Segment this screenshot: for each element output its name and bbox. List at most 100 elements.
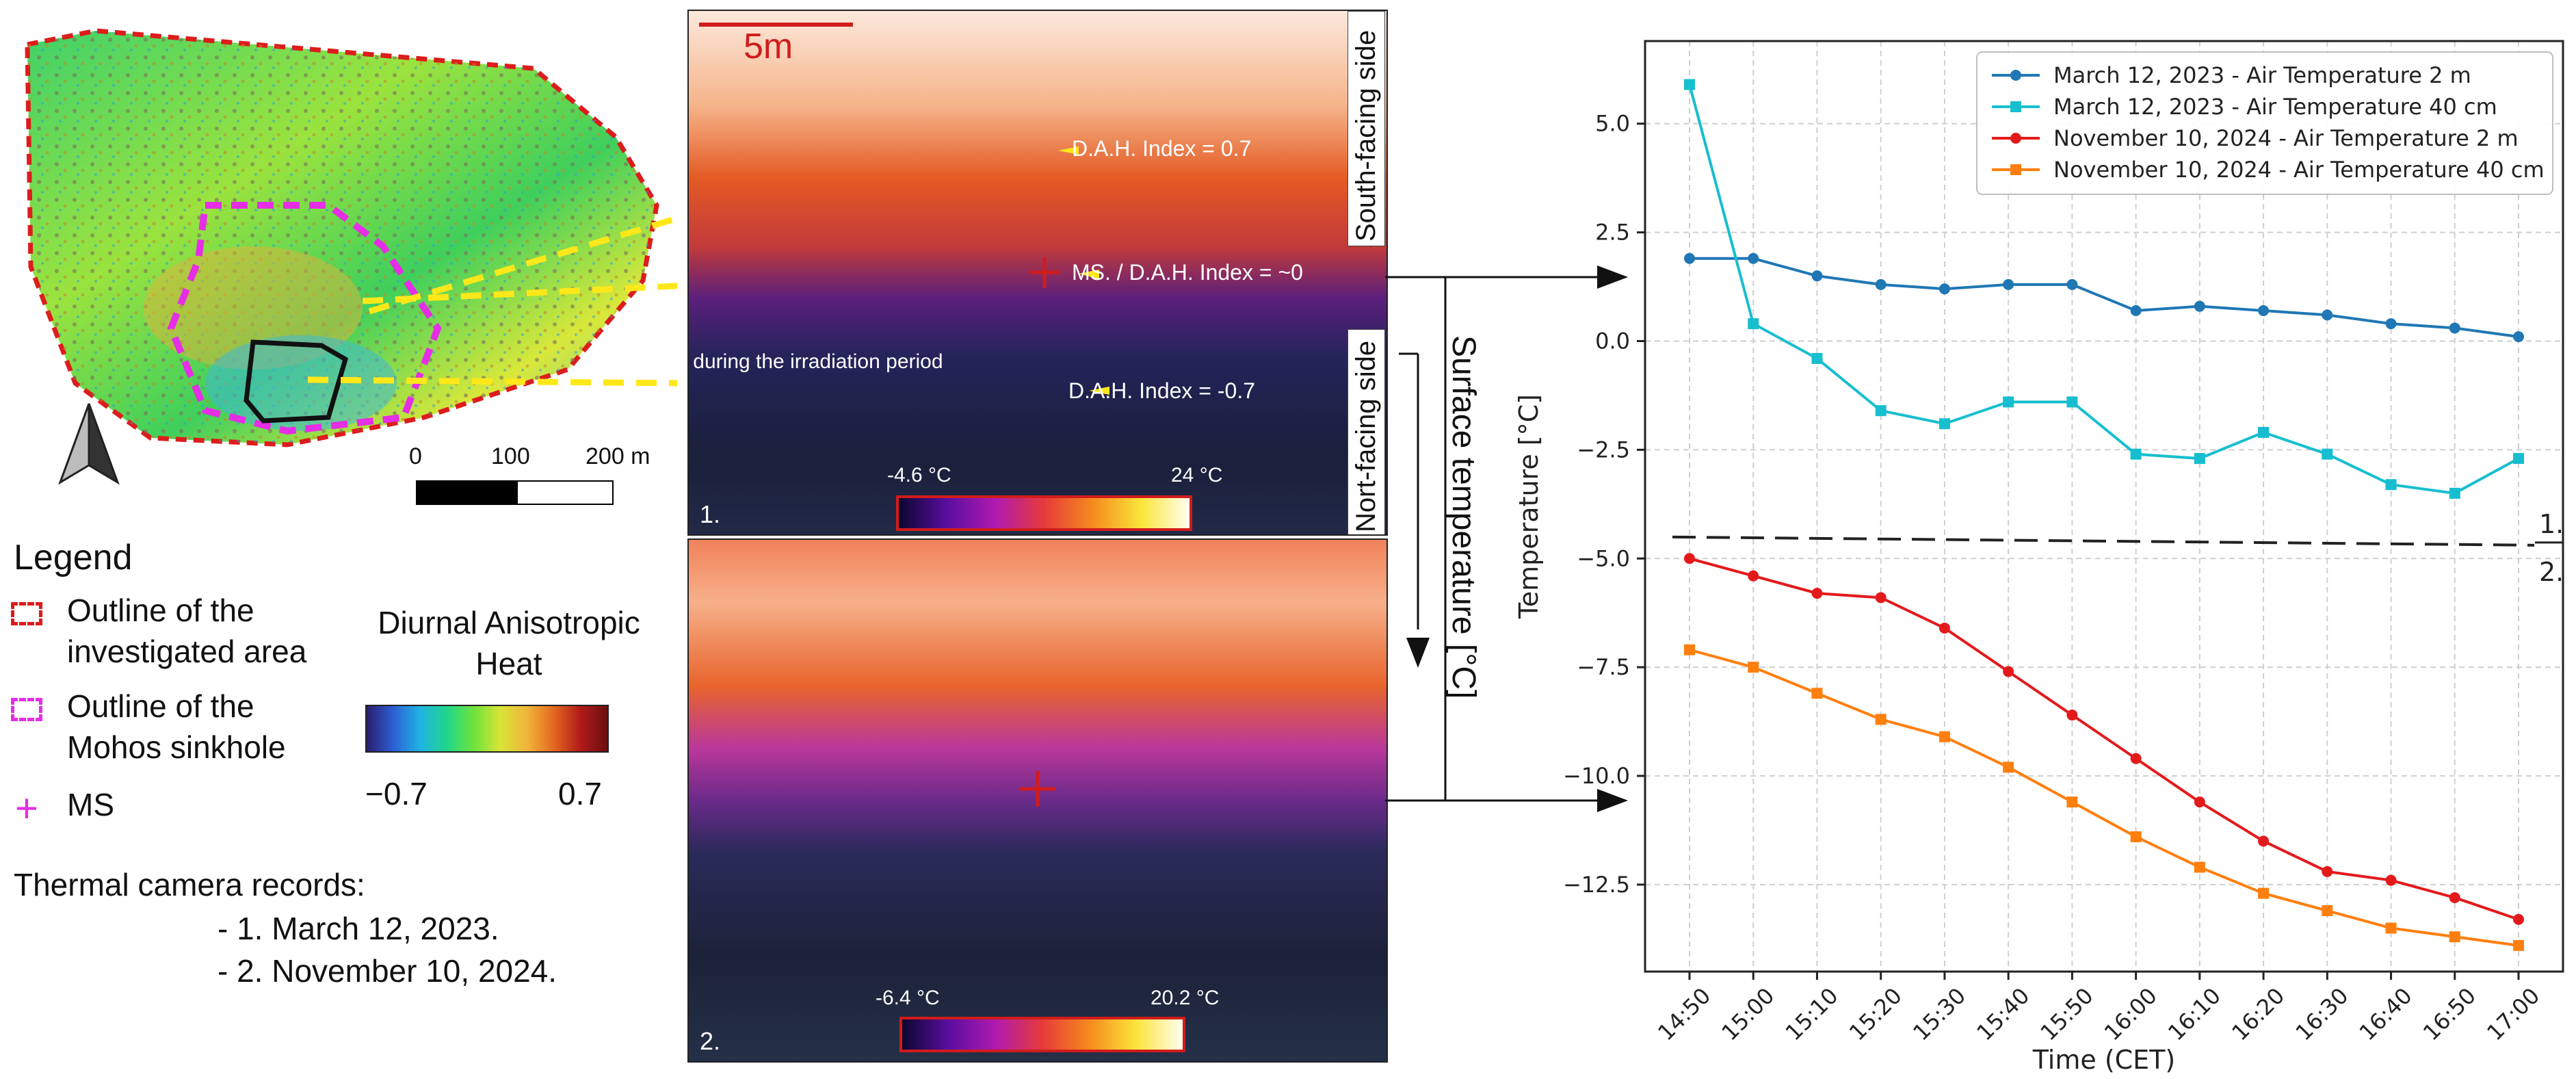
data-point: [1811, 352, 1823, 364]
chart-legend: March 12, 2023 - Air Temperature 2 m Marc…: [1976, 51, 2553, 195]
thermal-image-2: -6.4 °C 20.2 °C 2.: [687, 538, 1388, 1063]
colorbar-title-line1: Diurnal Anisotropic: [378, 605, 640, 640]
series-line-0: [1690, 257, 2519, 339]
legend-frame: [1976, 51, 2553, 195]
surface-temperature-label: Surface temperature [°C]: [1445, 335, 1482, 699]
data-point: [1684, 644, 1695, 655]
x-tick-label: 16:20: [2226, 983, 2289, 1045]
y-axis-label: Temperature [°C]: [1514, 394, 1544, 619]
data-point: [2194, 861, 2205, 873]
compass-arrow-icon: [58, 403, 120, 485]
legend-title: Legend: [14, 538, 133, 577]
data-point: [2066, 796, 2078, 808]
x-tick-label: 16:30: [2290, 983, 2353, 1045]
legend-marker-1: [2010, 101, 2021, 112]
data-point: [1938, 731, 1950, 742]
annotation-dah-low: D.A.H. Index = -0.7: [1068, 378, 1256, 403]
y-tick-label: −10.0: [1563, 763, 1630, 789]
series-line-2: [1689, 557, 2519, 921]
north-facing-label: Nort-facing side: [1348, 329, 1385, 534]
colorbar-title-line2: Heat: [475, 646, 542, 681]
data-point: [1684, 79, 1695, 90]
connector-arrows: [1385, 265, 1628, 812]
data-point: [2385, 479, 2397, 491]
panel2-cb-max: 20.2 °C: [1151, 987, 1220, 1009]
legend-item-investigated-line1: Outline of the: [67, 593, 254, 628]
data-point: [2066, 710, 2078, 721]
data-point: [1684, 553, 1695, 564]
dah-colorbar: [365, 705, 609, 753]
data-point: [1938, 418, 1950, 430]
panel1-number: 1.: [700, 500, 721, 528]
data-point: [2322, 905, 2333, 917]
legend-item-investigated-line2: investigated area: [67, 634, 307, 669]
data-point: [2513, 939, 2524, 951]
data-point: [1748, 318, 1759, 330]
data-point: [2385, 922, 2397, 934]
scale-bar-label: 5m: [744, 27, 793, 66]
panel2-colorbar: [899, 1017, 1185, 1052]
x-axis: 14:50 15:00 15:10 15:20 15:30 15:40 15:50 16:00…: [1653, 972, 2545, 1045]
south-facing-label: South-facing side: [1348, 11, 1385, 246]
x-tick-label: 16:40: [2354, 983, 2417, 1045]
ms-marker-icon: +: [15, 786, 38, 831]
data-point: [2449, 487, 2460, 499]
annotation-cap: Possible location of CAP during the irra…: [689, 350, 943, 373]
panel2-number: 2.: [700, 1027, 721, 1055]
y-tick-label: −7.5: [1577, 654, 1630, 680]
colorbar-min: −0.7: [365, 776, 428, 811]
panel1-cb-max: 24 °C: [1171, 464, 1223, 486]
data-point: [2194, 300, 2205, 312]
data-point: [2194, 796, 2205, 808]
data-point: [2449, 322, 2460, 334]
data-point: [2066, 278, 2078, 290]
mohos-sinkhole-outline: [167, 202, 442, 435]
data-point: [2385, 874, 2397, 886]
x-tick-label: 15:50: [2036, 983, 2099, 1045]
y-tick-label: −5.0: [1577, 545, 1630, 571]
y-tick-label: 0.0: [1595, 328, 1630, 354]
thermal-image-1: 5m D.A.H. Index = 0.7 MS. / D.A.H. Index…: [687, 10, 1388, 536]
ms-cross-icon: [1029, 257, 1060, 288]
data-point: [1938, 283, 1950, 295]
x-tick-label: 15:30: [1908, 983, 1971, 1045]
data-point: [2130, 448, 2142, 460]
data-point: [1938, 622, 1950, 634]
annotation-dah-high: D.A.H. Index = 0.7: [1072, 136, 1252, 161]
record-1: - 1. March 12, 2023.: [218, 911, 499, 946]
y-tick-label: 2.5: [1595, 220, 1630, 246]
data-point: [2258, 305, 2270, 317]
legend-item-investigated: Outline of the investigated area: [67, 590, 306, 672]
data-point: [1748, 570, 1759, 582]
x-tick-label: 16:50: [2418, 983, 2481, 1045]
x-tick-label: 16:00: [2099, 983, 2162, 1045]
data-point: [1684, 252, 1695, 264]
x-tick-label: 15:20: [1844, 983, 1907, 1045]
data-point: [2003, 278, 2014, 290]
data-point: [2130, 305, 2142, 317]
legend-item-sinkhole: Outline of the Mohos sinkhole: [67, 686, 286, 768]
data-point: [2449, 931, 2460, 943]
scale-label-200: 200 m: [586, 443, 650, 469]
y-tick-label: −2.5: [1577, 437, 1630, 463]
data-point: [2066, 396, 2078, 408]
data-point: [1875, 714, 1887, 725]
x-tick-label: 15:10: [1780, 983, 1843, 1045]
x-axis-label: Time (CET): [2032, 1045, 2175, 1075]
scale-bar-black: [416, 480, 518, 505]
legend-marker-2: [2010, 133, 2021, 144]
records-title: Thermal camera records:: [14, 867, 365, 902]
data-point: [2258, 835, 2270, 847]
data-point: [2513, 453, 2524, 465]
data-point: [2130, 753, 2142, 764]
x-tick-label: 14:50: [1653, 983, 1716, 1045]
legend-label-0: March 12, 2023 - Air Temperature 2 m: [2053, 62, 2471, 88]
data-point: [1748, 662, 1759, 673]
panel1-cb-min: -4.6 °C: [887, 464, 951, 486]
data-point: [2449, 892, 2460, 903]
legend-swatch-investigated: [11, 602, 42, 625]
legend-item-ms: MS: [67, 787, 114, 822]
separator-label-1: 1.: [2539, 509, 2564, 539]
data-point: [2003, 396, 2014, 408]
data-point: [2513, 331, 2524, 343]
